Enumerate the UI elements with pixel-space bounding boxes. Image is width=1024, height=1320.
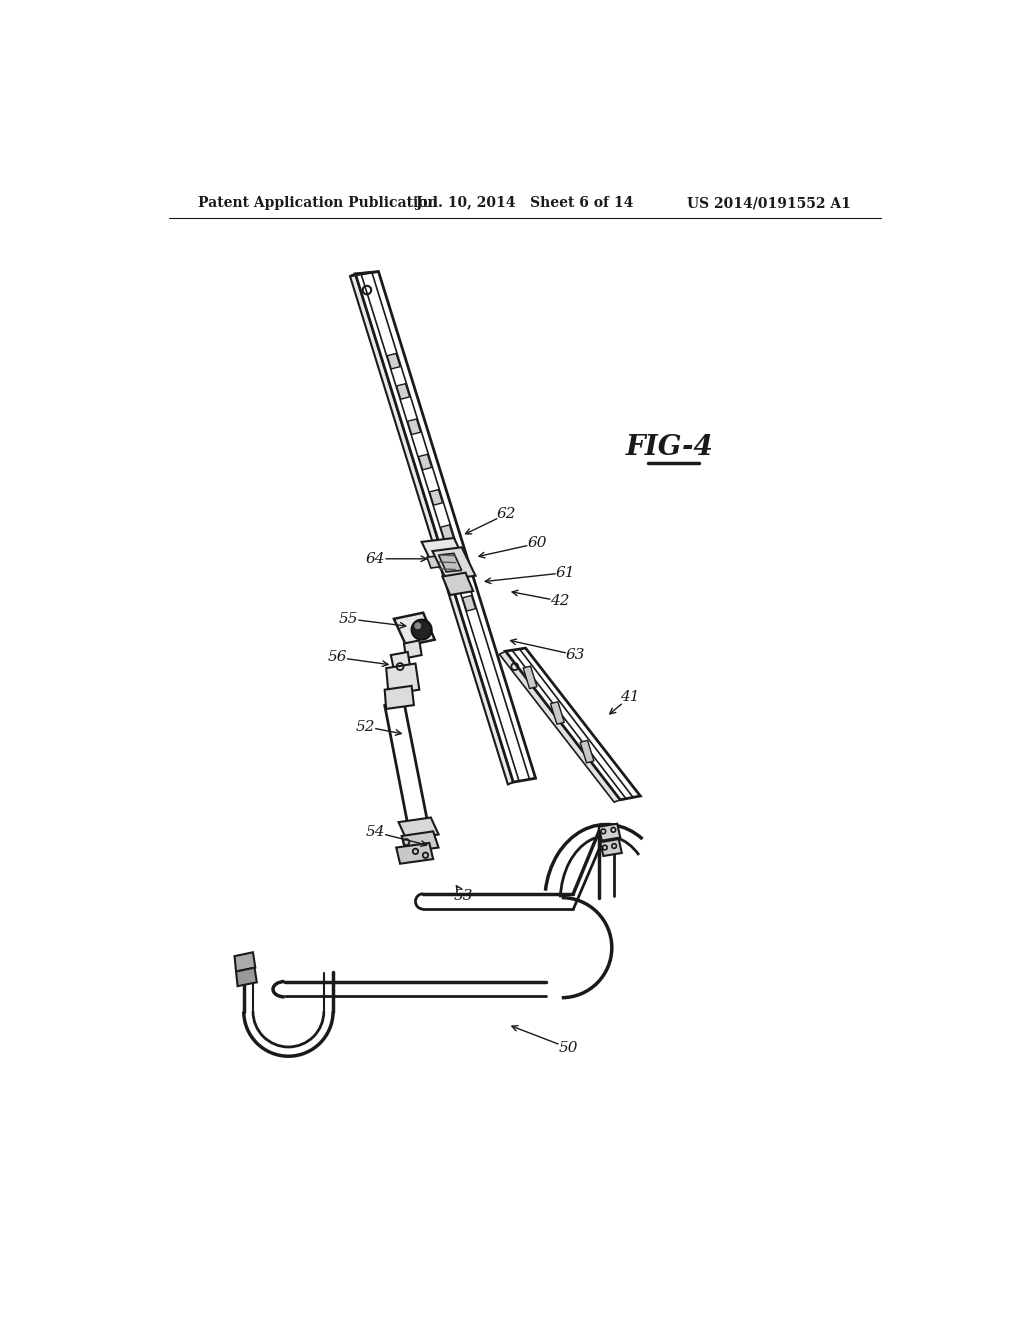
Polygon shape	[386, 664, 419, 694]
Polygon shape	[551, 702, 564, 725]
Text: 42: 42	[551, 594, 570, 609]
Polygon shape	[427, 556, 442, 568]
Polygon shape	[463, 595, 475, 611]
Text: 55: 55	[339, 612, 358, 626]
Text: 54: 54	[366, 825, 385, 840]
Text: 41: 41	[620, 690, 639, 705]
Polygon shape	[237, 968, 257, 986]
Polygon shape	[408, 418, 421, 434]
Polygon shape	[440, 525, 454, 540]
Polygon shape	[600, 840, 622, 857]
Text: Jul. 10, 2014   Sheet 6 of 14: Jul. 10, 2014 Sheet 6 of 14	[416, 197, 634, 210]
Text: 63: 63	[566, 648, 586, 663]
Text: 64: 64	[366, 552, 385, 566]
Polygon shape	[394, 612, 435, 645]
Text: 61: 61	[556, 566, 575, 579]
Polygon shape	[350, 272, 379, 276]
Polygon shape	[391, 652, 410, 669]
Polygon shape	[355, 272, 536, 781]
Circle shape	[412, 619, 432, 640]
Polygon shape	[581, 741, 594, 763]
Polygon shape	[398, 817, 438, 840]
Text: Patent Application Publication: Patent Application Publication	[199, 197, 438, 210]
Polygon shape	[422, 539, 463, 561]
Polygon shape	[500, 651, 621, 803]
Polygon shape	[396, 384, 410, 399]
Circle shape	[415, 623, 421, 628]
Polygon shape	[506, 648, 640, 800]
Text: 60: 60	[527, 536, 547, 550]
Polygon shape	[403, 640, 422, 659]
Polygon shape	[234, 952, 255, 972]
Polygon shape	[599, 824, 621, 841]
Polygon shape	[438, 553, 462, 572]
Text: 56: 56	[328, 651, 347, 664]
Text: FIG-4: FIG-4	[626, 434, 714, 461]
Text: 52: 52	[355, 719, 375, 734]
Polygon shape	[442, 573, 473, 595]
Polygon shape	[432, 548, 475, 579]
Polygon shape	[387, 354, 400, 370]
Polygon shape	[396, 843, 433, 863]
Polygon shape	[429, 490, 442, 506]
Text: 53: 53	[454, 890, 473, 903]
Polygon shape	[385, 686, 414, 709]
Polygon shape	[456, 560, 469, 576]
Polygon shape	[523, 667, 537, 689]
Polygon shape	[419, 454, 431, 470]
Polygon shape	[401, 832, 438, 853]
Text: 62: 62	[497, 507, 516, 521]
Text: US 2014/0191552 A1: US 2014/0191552 A1	[687, 197, 851, 210]
Polygon shape	[350, 275, 513, 784]
Text: 50: 50	[558, 1040, 578, 1055]
